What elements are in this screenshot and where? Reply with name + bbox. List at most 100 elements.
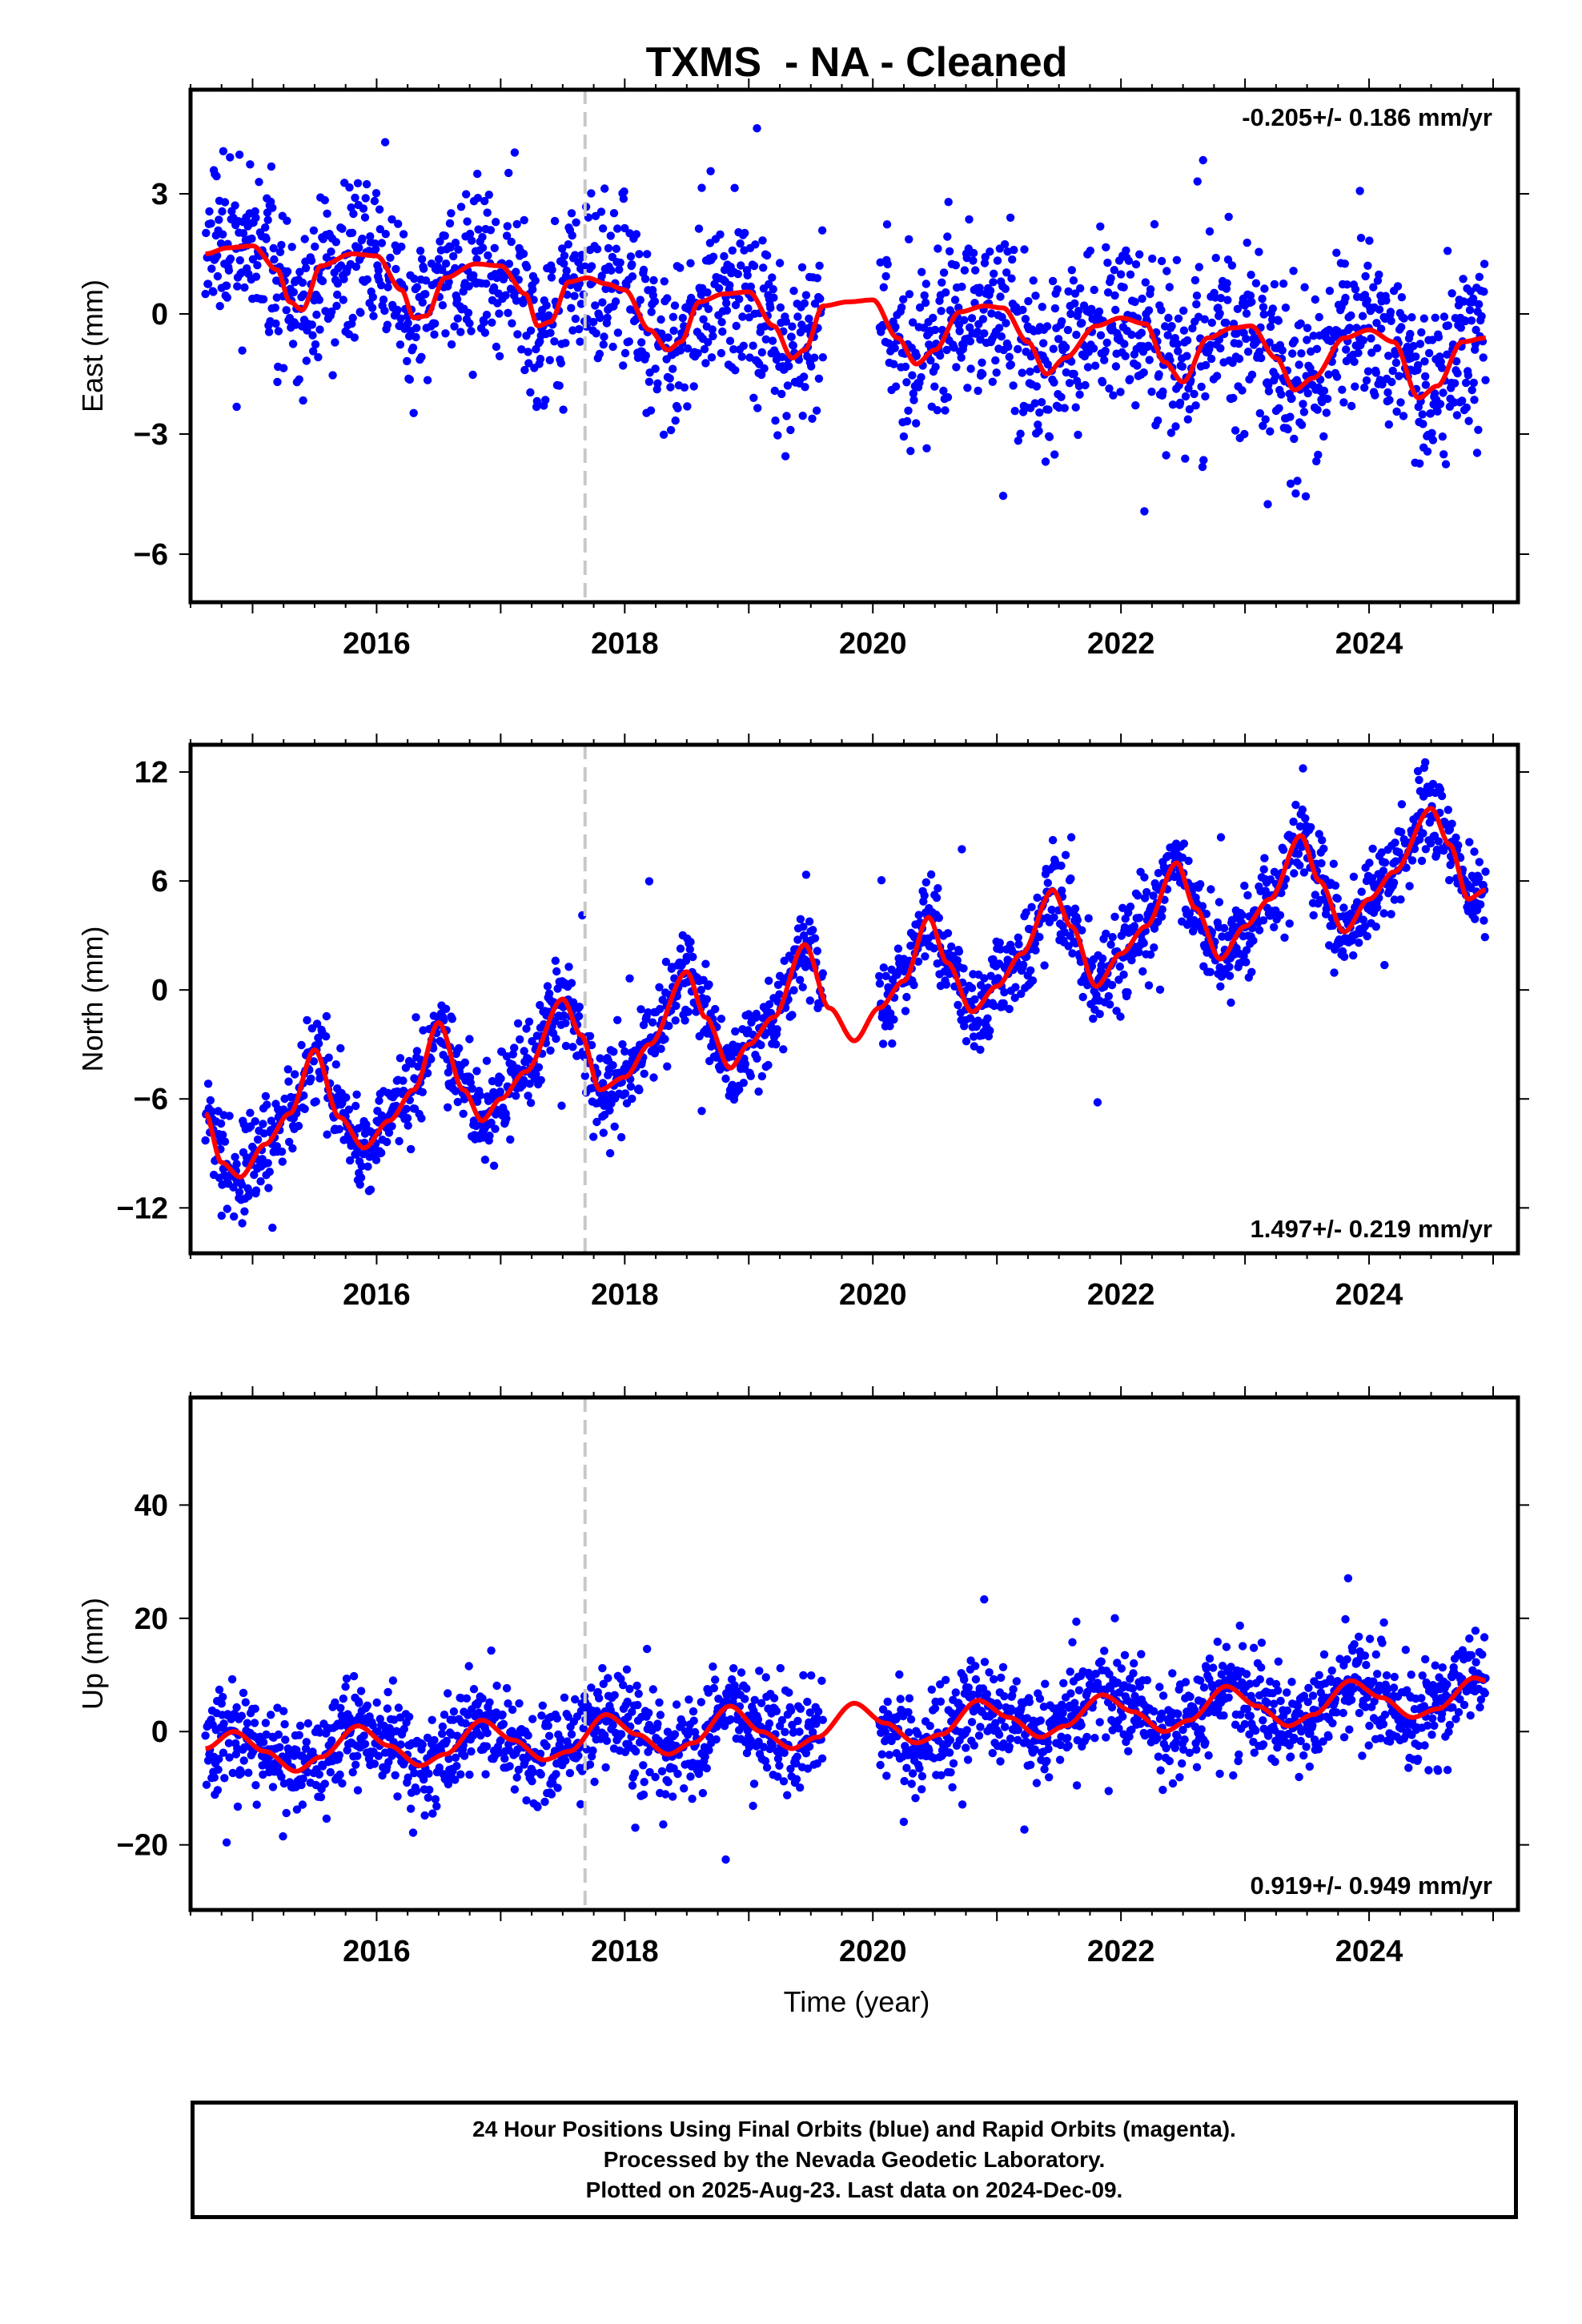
data-point [270, 255, 279, 264]
data-point [322, 1011, 331, 1021]
data-point [1127, 330, 1136, 340]
data-point [1093, 1098, 1102, 1107]
data-point [974, 386, 982, 396]
data-point [279, 1831, 287, 1841]
data-point [661, 1790, 670, 1799]
data-point [469, 1685, 479, 1694]
data-point [1215, 898, 1224, 907]
data-point [810, 353, 819, 362]
data-point [587, 189, 596, 198]
data-point [735, 295, 744, 304]
data-point [217, 1699, 226, 1708]
data-point [1118, 903, 1127, 913]
data-point [1464, 416, 1473, 425]
data-point [599, 1128, 608, 1137]
data-point [587, 1683, 596, 1692]
x-tick-label: 2020 [839, 627, 907, 661]
data-point [219, 1748, 228, 1757]
data-point [1106, 940, 1115, 949]
data-point [889, 1015, 898, 1024]
data-point [636, 1005, 645, 1014]
data-point [245, 1188, 254, 1197]
data-point [595, 1694, 604, 1703]
data-point [785, 362, 793, 371]
y-tick-label: −6 [134, 538, 168, 572]
data-point [772, 1707, 781, 1715]
data-point [796, 328, 805, 337]
data-point [355, 1699, 363, 1707]
data-point [344, 1105, 353, 1114]
data-point [1193, 177, 1202, 186]
data-point [1271, 372, 1280, 380]
data-point [345, 183, 354, 192]
data-point [394, 1703, 404, 1712]
data-point [1311, 891, 1320, 899]
data-point [456, 328, 465, 336]
data-point [206, 1096, 215, 1105]
data-point [963, 384, 972, 392]
data-point [271, 304, 279, 312]
data-point [1387, 377, 1396, 387]
data-point [464, 1662, 473, 1671]
data-point [996, 292, 1005, 301]
data-point [599, 340, 608, 349]
data-point [596, 313, 604, 323]
data-point [936, 351, 945, 360]
data-point [323, 209, 331, 218]
data-point [348, 1767, 357, 1777]
data-point [377, 1148, 386, 1157]
data-point [914, 911, 923, 919]
data-point [1313, 405, 1322, 414]
data-point [1065, 379, 1074, 388]
data-point [359, 204, 368, 213]
data-point [400, 1724, 408, 1734]
data-point [1167, 322, 1176, 331]
data-point [567, 1730, 576, 1739]
data-point [1399, 314, 1408, 323]
data-point [440, 1711, 449, 1719]
data-point [1437, 364, 1447, 372]
data-point [613, 328, 623, 337]
data-point [788, 1011, 797, 1019]
data-point [355, 1180, 364, 1189]
data-point [1185, 909, 1195, 918]
data-point [725, 281, 734, 290]
data-point [560, 1011, 568, 1020]
data-point [1363, 367, 1373, 376]
data-point [489, 283, 499, 292]
data-point [265, 1168, 274, 1176]
data-point [731, 366, 740, 375]
data-point [994, 324, 1004, 332]
data-point [246, 160, 255, 169]
data-point [644, 877, 654, 886]
data-point [817, 226, 827, 235]
data-point [1021, 315, 1030, 324]
data-point [327, 1736, 336, 1745]
data-point [657, 1767, 667, 1775]
data-point [501, 291, 510, 300]
data-point [239, 229, 248, 238]
data-point [550, 216, 560, 226]
data-point [1144, 306, 1154, 315]
data-point [754, 1087, 763, 1096]
data-point [295, 1721, 305, 1731]
data-point [1286, 479, 1295, 489]
data-point [552, 1034, 560, 1043]
data-point [219, 147, 228, 155]
data-point [959, 964, 968, 973]
data-point [1324, 370, 1333, 379]
data-point [1174, 347, 1182, 356]
data-point [1005, 352, 1014, 361]
data-point [315, 325, 324, 334]
data-point [1018, 960, 1028, 970]
data-point [631, 1823, 640, 1832]
data-point [610, 1691, 619, 1699]
data-point [264, 328, 274, 336]
data-point [976, 335, 985, 344]
data-point [699, 975, 708, 985]
data-point [703, 288, 712, 297]
data-point [508, 319, 516, 328]
data-point [1445, 875, 1454, 885]
data-point [1138, 967, 1147, 976]
data-point [512, 1773, 521, 1782]
